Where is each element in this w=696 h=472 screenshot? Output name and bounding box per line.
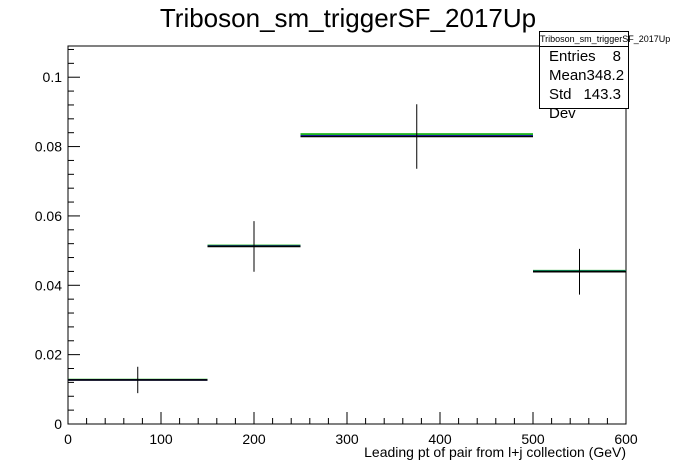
y-tick-label: 0.1 (43, 69, 63, 85)
chart-title: Triboson_sm_triggerSF_2017Up (159, 3, 537, 33)
stats-value: 143.3 (583, 86, 621, 103)
tick-marks (67, 48, 627, 425)
stats-value: 8 (612, 48, 621, 65)
stats-label: Std Dev (549, 86, 576, 122)
stats-row-entries: Entries 8 (540, 47, 628, 66)
x-tick-label: 300 (335, 431, 359, 447)
stats-label: Entries (549, 48, 596, 65)
stats-box-name: Triboson_sm_triggerSF_2017Up (540, 32, 670, 47)
stats-box: Triboson_sm_triggerSF_2017Up Entries 8 M… (539, 31, 670, 122)
tick-labels: 0 100 200 300 400 500 600 0 0.02 0.04 0.06 0.08 0.1 (35, 69, 638, 447)
y-tick-label: 0.06 (35, 208, 62, 224)
stats-row-mean: Mean 348.2 (540, 66, 628, 85)
x-tick-label: 500 (521, 431, 545, 447)
y-tick-label: 0.02 (35, 347, 62, 363)
y-tick-label: 0.04 (35, 277, 62, 293)
stats-row-std-dev: Std Dev 143.3 (540, 85, 628, 122)
x-tick-label: 0 (64, 431, 72, 447)
y-tick-label: 0.08 (35, 139, 62, 155)
x-axis-label: Leading pt of pair from l+j collection (… (364, 444, 626, 460)
x-tick-label: 200 (242, 431, 266, 447)
y-tick-label: 0 (54, 416, 62, 432)
stats-label: Mean (549, 67, 587, 84)
histogram-bins (68, 104, 626, 394)
stats-value: 348.2 (586, 67, 625, 84)
x-tick-label: 600 (614, 431, 638, 447)
x-tick-label: 100 (149, 431, 173, 447)
x-tick-label: 400 (428, 431, 452, 447)
